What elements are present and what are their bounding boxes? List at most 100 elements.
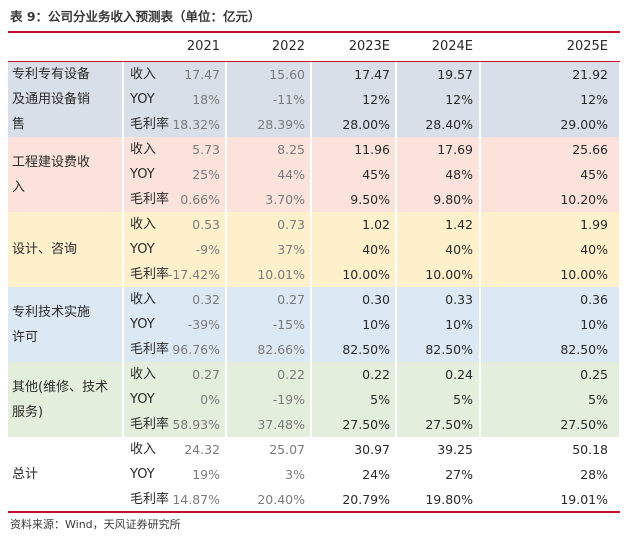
column-divider <box>395 62 397 137</box>
value-cell: 0.27 <box>277 292 305 307</box>
column-divider <box>310 362 312 437</box>
segment-name-label: 总计 <box>12 467 39 482</box>
value-cell: 10.20% <box>560 192 608 207</box>
value-cell: 27.50% <box>342 417 390 432</box>
table-row: 毛利率 18.32% 28.39% 28.00% 28.40% 29.00% <box>8 112 620 137</box>
value-cell: 14.87% <box>172 492 220 507</box>
table-row: 毛利率 96.76% 82.66% 82.50% 82.50% 82.50% <box>8 337 620 362</box>
value-cell: 10.00% <box>560 267 608 282</box>
value-cell: 82.50% <box>342 342 390 357</box>
value-cell: 8.25 <box>277 142 305 157</box>
value-cell: 25% <box>192 167 220 182</box>
segment-group: 专利专有设备 及通用设备销 售 收入 17.47 15.60 17.47 19.57 21.… <box>8 62 621 137</box>
segment-name-label: 其他(维修、技术 服务) <box>12 379 109 420</box>
value-cell: 19.80% <box>425 492 473 507</box>
year-header: 2022 <box>271 39 305 54</box>
column-divider <box>225 437 227 512</box>
value-cell: 5.73 <box>192 142 220 157</box>
metric-label: 毛利率 <box>130 117 170 132</box>
metric-label: YOY <box>130 392 155 407</box>
column-divider <box>395 362 397 437</box>
value-cell: -11% <box>272 92 305 107</box>
value-cell: 17.47 <box>354 67 390 82</box>
value-cell: 39.25 <box>437 442 473 457</box>
value-cell: 58.93% <box>172 417 220 432</box>
metric-label: 毛利率 <box>130 417 170 432</box>
value-cell: 24.32 <box>184 442 220 457</box>
value-cell: 19% <box>192 467 220 482</box>
value-cell: -17.42% <box>167 267 220 282</box>
value-cell: 0.25 <box>580 367 608 382</box>
value-cell: 10% <box>362 317 390 332</box>
column-divider <box>225 137 227 212</box>
column-divider <box>122 437 124 512</box>
metric-label: 收入 <box>130 142 157 157</box>
metric-label: 毛利率 <box>130 492 170 507</box>
column-divider <box>619 212 621 287</box>
metric-label: 收入 <box>130 442 157 457</box>
column-divider <box>225 362 227 437</box>
metric-label: 收入 <box>130 217 157 232</box>
segment-name: 专利技术实施 许可 <box>8 287 123 362</box>
value-cell: 40% <box>362 242 390 257</box>
value-cell: 40% <box>580 242 608 257</box>
value-cell: -19% <box>272 392 305 407</box>
value-cell: 12% <box>362 92 390 107</box>
metric-label: 毛利率 <box>130 342 170 357</box>
source-note: 资料来源：Wind，天风证券研究所 <box>10 518 181 531</box>
value-cell: 0% <box>200 392 220 407</box>
table-row: YOY 0% -19% 5% 5% 5% <box>8 387 620 412</box>
value-cell: 44% <box>277 167 305 182</box>
segment-name-label: 工程建设费收 入 <box>12 154 91 195</box>
year-header: 2025E <box>566 39 608 54</box>
value-cell: 10% <box>445 317 473 332</box>
column-divider <box>619 437 621 512</box>
value-cell: 0.22 <box>277 367 305 382</box>
segment-name-label: 设计、咨询 <box>12 242 78 257</box>
value-cell: 25.07 <box>269 442 305 457</box>
value-cell: 28.40% <box>425 117 473 132</box>
column-divider <box>479 437 481 512</box>
column-divider <box>395 437 397 512</box>
metric-label: 收入 <box>130 67 157 82</box>
value-cell: -9% <box>195 242 220 257</box>
value-cell: 15.60 <box>269 67 305 82</box>
segment-name: 其他(维修、技术 服务) <box>8 362 123 437</box>
column-divider <box>122 362 124 437</box>
table-row: 收入 0.32 0.27 0.30 0.33 0.36 <box>8 287 620 312</box>
value-cell: 50.18 <box>572 442 608 457</box>
value-cell: 0.36 <box>580 292 608 307</box>
value-cell: 28.39% <box>257 117 305 132</box>
column-divider <box>225 62 227 137</box>
column-divider <box>479 287 481 362</box>
column-divider <box>310 137 312 212</box>
table-row: 毛利率 58.93% 37.48% 27.50% 27.50% 27.50% <box>8 412 620 437</box>
value-cell: 19.01% <box>560 492 608 507</box>
table-row: 毛利率 0.66% 3.70% 9.50% 9.80% 10.20% <box>8 187 620 212</box>
value-cell: 12% <box>445 92 473 107</box>
top-rule <box>8 31 620 33</box>
value-cell: 82.50% <box>560 342 608 357</box>
metric-label: 毛利率 <box>130 267 170 282</box>
metric-label: YOY <box>130 467 155 482</box>
table-row: 收入 24.32 25.07 30.97 39.25 50.18 <box>8 437 620 462</box>
segment-name: 专利专有设备 及通用设备销 售 <box>8 62 123 137</box>
table-row: YOY 18% -11% 12% 12% 12% <box>8 87 620 112</box>
column-divider <box>122 287 124 362</box>
segment-name: 工程建设费收 入 <box>8 137 123 212</box>
value-cell: 9.50% <box>350 192 390 207</box>
column-divider <box>619 62 621 137</box>
value-cell: 25.66 <box>572 142 608 157</box>
value-cell: 0.33 <box>445 292 473 307</box>
value-cell: 0.66% <box>180 192 220 207</box>
segment-group: 总计 收入 24.32 25.07 30.97 39.25 50.18 YOY 19% 3% 24%… <box>8 437 621 512</box>
column-divider <box>619 362 621 437</box>
value-cell: 0.24 <box>445 367 473 382</box>
value-cell: 11.96 <box>354 142 390 157</box>
table-row: 收入 0.53 0.73 1.02 1.42 1.99 <box>8 212 620 237</box>
column-divider <box>619 137 621 212</box>
value-cell: 3.70% <box>265 192 305 207</box>
metric-label: 毛利率 <box>130 192 170 207</box>
value-cell: 17.47 <box>184 67 220 82</box>
table-row: YOY 19% 3% 24% 27% 28% <box>8 462 620 487</box>
